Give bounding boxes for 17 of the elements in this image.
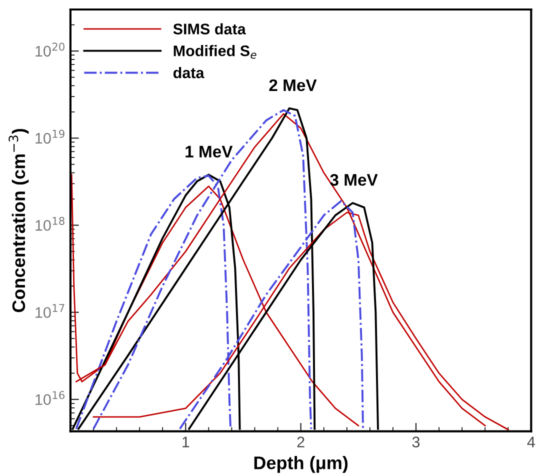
y-tick-label: 10$^{19}$	[36, 130, 64, 144]
y-tick-label: 10$^{16}$	[36, 391, 65, 405]
legend-label: data	[173, 66, 204, 78]
annotation: 1 MeV	[186, 146, 233, 158]
y-tick-label: 10$^{20}$	[36, 42, 64, 57]
x-axis-title: Depth (μm)	[254, 456, 348, 473]
y-tick-label: 10$^{18}$	[36, 216, 64, 231]
x-tick-label: 2	[297, 436, 304, 448]
x-tick-label: 3	[412, 436, 420, 448]
y-axis-title: Concentration (cm$^{−3}$)	[8, 128, 29, 312]
legend-label: SIMS data	[173, 23, 246, 34]
y-tick-label: 10$^{17}$	[36, 304, 64, 318]
x-tick-label: 1	[182, 436, 190, 448]
annotation: 2 MeV	[269, 79, 317, 92]
annotation: 3 MeV	[330, 174, 378, 186]
x-tick-label: 4	[527, 436, 535, 448]
legend-label: Modified S$_{e}$	[174, 45, 256, 59]
